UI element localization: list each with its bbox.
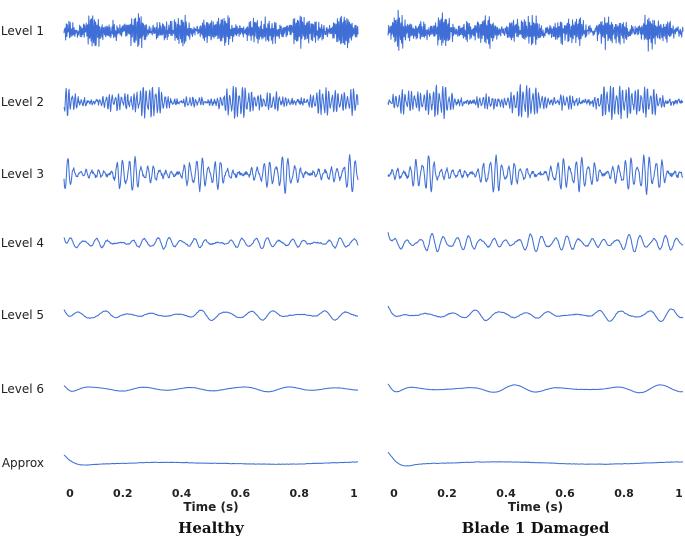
signal-healthy-level-6 — [63, 385, 359, 393]
signal-damaged-level-5 — [387, 305, 684, 322]
level-label: Approx — [2, 456, 44, 470]
signal-damaged-level-1 — [387, 9, 684, 52]
x-tick-label: 0.8 — [614, 487, 634, 500]
signal-healthy-level-5 — [63, 309, 359, 322]
time-axes: 0 0.2 0.4 0.6 0.8 1 Time (s) 0 0.2 0.4 0.6 0.8 1 Time… — [66, 487, 683, 514]
x-tick-label: 0.2 — [113, 487, 133, 500]
level-label: Level 4 — [1, 236, 44, 250]
level-label: Level 6 — [1, 382, 44, 396]
signal-healthy-level-3 — [63, 154, 359, 194]
x-axis-label: Time (s) — [183, 500, 238, 514]
signal-healthy-level-2 — [63, 85, 359, 119]
panel-title: Healthy — [178, 519, 245, 537]
signal-traces — [63, 9, 684, 467]
x-tick-label: 0.6 — [555, 487, 575, 500]
x-tick-label: 0.4 — [172, 487, 192, 500]
signal-damaged-level-6 — [387, 383, 684, 394]
x-tick-label: 1 — [675, 487, 683, 500]
signal-healthy-level-7 — [63, 454, 359, 466]
x-tick-label: 0.6 — [231, 487, 251, 500]
level-label: Level 5 — [1, 308, 44, 322]
x-tick-label: 1 — [350, 487, 358, 500]
signal-damaged-level-2 — [387, 84, 684, 121]
x-tick-label: 0.8 — [289, 487, 309, 500]
level-label: Level 1 — [1, 24, 44, 38]
x-tick-label: 0 — [66, 487, 74, 500]
signal-damaged-level-4 — [387, 232, 684, 253]
level-labels: Level 1 Level 2 Level 3 Level 4 Level 5 Level… — [1, 24, 44, 470]
signal-damaged-level-7 — [387, 451, 684, 467]
signal-damaged-level-3 — [387, 154, 684, 195]
x-tick-label: 0 — [390, 487, 398, 500]
x-axis-label: Time (s) — [508, 500, 563, 514]
level-label: Level 2 — [1, 95, 44, 109]
signal-healthy-level-1 — [63, 13, 359, 49]
signal-healthy-level-4 — [63, 236, 359, 250]
level-label: Level 3 — [1, 167, 44, 181]
panel-title: Blade 1 Damaged — [462, 519, 610, 537]
x-tick-label: 0.2 — [437, 487, 457, 500]
x-tick-label: 0.4 — [496, 487, 516, 500]
panel-titles: Healthy Blade 1 Damaged — [178, 519, 610, 537]
